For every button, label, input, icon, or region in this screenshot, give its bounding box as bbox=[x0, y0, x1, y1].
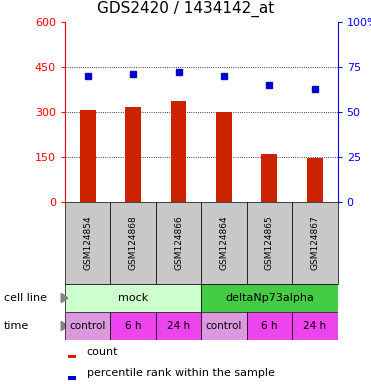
Text: deltaNp73alpha: deltaNp73alpha bbox=[225, 293, 314, 303]
Text: control: control bbox=[69, 321, 106, 331]
Text: control: control bbox=[206, 321, 242, 331]
Polygon shape bbox=[61, 321, 68, 331]
Text: percentile rank within the sample: percentile rank within the sample bbox=[87, 368, 275, 379]
Bar bbox=[125, 108, 141, 202]
Text: 24 h: 24 h bbox=[303, 321, 326, 331]
Bar bbox=[171, 101, 187, 202]
Text: GSM124866: GSM124866 bbox=[174, 216, 183, 270]
Text: GSM124854: GSM124854 bbox=[83, 216, 92, 270]
Bar bbox=[68, 354, 76, 359]
Bar bbox=[68, 376, 76, 380]
Text: time: time bbox=[4, 321, 29, 331]
Bar bbox=[111, 312, 156, 340]
Bar bbox=[292, 312, 338, 340]
Text: GDS2420 / 1434142_at: GDS2420 / 1434142_at bbox=[97, 1, 274, 17]
Text: count: count bbox=[87, 347, 118, 358]
Bar bbox=[65, 284, 201, 312]
Bar bbox=[156, 202, 201, 284]
Bar bbox=[247, 202, 292, 284]
Text: 24 h: 24 h bbox=[167, 321, 190, 331]
Bar bbox=[262, 154, 278, 202]
Bar bbox=[307, 157, 323, 202]
Text: GSM124868: GSM124868 bbox=[129, 216, 138, 270]
Text: mock: mock bbox=[118, 293, 148, 303]
Text: GSM124867: GSM124867 bbox=[311, 216, 319, 270]
Text: GSM124865: GSM124865 bbox=[265, 216, 274, 270]
Text: GSM124864: GSM124864 bbox=[220, 216, 229, 270]
Text: cell line: cell line bbox=[4, 293, 47, 303]
Bar bbox=[201, 202, 247, 284]
Bar bbox=[247, 312, 292, 340]
Bar bbox=[65, 202, 111, 284]
Bar bbox=[80, 111, 96, 202]
Text: 6 h: 6 h bbox=[125, 321, 141, 331]
Bar bbox=[156, 312, 201, 340]
Bar bbox=[201, 284, 338, 312]
Bar bbox=[111, 202, 156, 284]
Text: 6 h: 6 h bbox=[261, 321, 278, 331]
Bar bbox=[201, 312, 247, 340]
Bar bbox=[292, 202, 338, 284]
Bar bbox=[216, 112, 232, 202]
Polygon shape bbox=[61, 293, 68, 303]
Bar bbox=[65, 312, 111, 340]
